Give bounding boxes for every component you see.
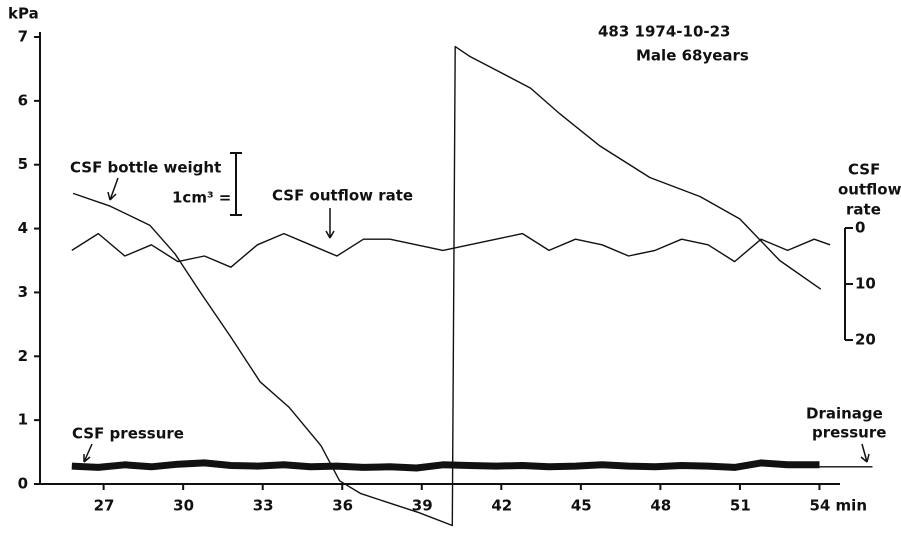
header-line: Male 68years bbox=[636, 47, 749, 65]
series-line bbox=[72, 45, 822, 527]
arrow bbox=[325, 208, 335, 239]
y-tick-label: 2 bbox=[18, 347, 28, 365]
arrow bbox=[83, 443, 93, 463]
x-tick-label: 36 bbox=[332, 497, 353, 515]
y2-axis-label: rate bbox=[846, 201, 881, 219]
x-tick-label: 27 bbox=[94, 497, 115, 515]
y-tick-label: 1 bbox=[18, 411, 28, 429]
arrow bbox=[860, 443, 870, 463]
y2-tick-label: 20 bbox=[855, 331, 876, 349]
arrow bbox=[107, 177, 119, 201]
series-line bbox=[71, 459, 820, 472]
drainage-label: pressure bbox=[812, 424, 886, 442]
scale-bar bbox=[230, 152, 242, 216]
y-tick-label: 5 bbox=[18, 155, 28, 173]
x-tick-label: 33 bbox=[253, 497, 274, 515]
y2-axis-label: outflow bbox=[838, 181, 901, 199]
y2-axis-label: CSF bbox=[848, 161, 880, 179]
drainage-label: Drainage bbox=[806, 405, 883, 423]
scale-note: 1cm³ = bbox=[172, 189, 231, 207]
x-tick-label: 30 bbox=[173, 497, 194, 515]
y-tick-label: 6 bbox=[18, 91, 28, 109]
series-line bbox=[71, 232, 831, 268]
y-tick-label: 0 bbox=[18, 475, 28, 493]
y2-tick-label: 10 bbox=[855, 275, 876, 293]
x-tick-label: 39 bbox=[412, 497, 433, 515]
series-label: CSF bottle weight bbox=[70, 159, 221, 177]
header-line: 483 1974-10-23 bbox=[598, 23, 730, 41]
x-tick-label: 51 bbox=[730, 497, 751, 515]
y2-tick-label: 0 bbox=[855, 219, 865, 237]
y-tick-label: 4 bbox=[18, 219, 28, 237]
series-label: CSF pressure bbox=[72, 425, 184, 443]
y-tick-label: 3 bbox=[18, 283, 28, 301]
y-tick-label: 7 bbox=[18, 28, 28, 46]
y-axis-label: kPa bbox=[8, 5, 39, 23]
x-tick-label: 48 bbox=[650, 497, 671, 515]
x-tick-label: 42 bbox=[491, 497, 512, 515]
series-label: CSF outflow rate bbox=[272, 187, 413, 205]
x-tick-label: 54 min bbox=[809, 497, 867, 515]
x-tick-label: 45 bbox=[571, 497, 592, 515]
